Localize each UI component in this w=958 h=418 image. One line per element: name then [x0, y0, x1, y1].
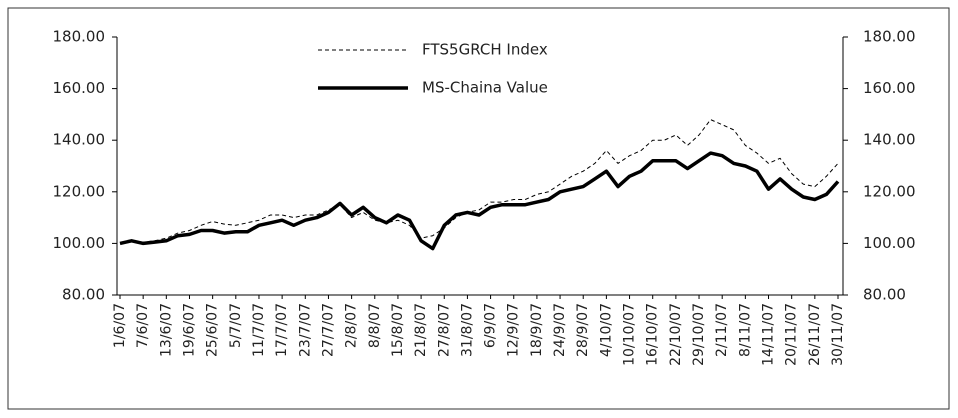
x-tick-label: 5/7/07 [228, 303, 244, 348]
x-tick-label: 10/10/07 [622, 303, 638, 366]
x-tick-label: 24/9/07 [552, 303, 568, 357]
y-tick-label: 80.00 [62, 286, 105, 304]
y2-tick-label: 100.00 [863, 234, 916, 252]
x-tick-label: 17/7/07 [274, 303, 290, 357]
y-tick-label: 140.00 [53, 131, 106, 149]
chart-frame [7, 7, 950, 410]
x-tick-label: 6/9/07 [483, 303, 499, 348]
x-tick-label: 8/11/07 [737, 303, 753, 357]
x-tick-label: 14/11/07 [761, 303, 777, 366]
x-tick-label: 22/10/07 [668, 303, 684, 366]
x-tick-label: 25/6/07 [205, 303, 221, 357]
x-tick-label: 23/7/07 [297, 303, 313, 357]
y2-tick-label: 180.00 [863, 28, 916, 46]
x-tick-label: 7/6/07 [135, 303, 151, 348]
y-tick-label: 180.00 [53, 28, 106, 46]
y2-tick-label: 80.00 [863, 286, 906, 304]
x-tick-label: 16/10/07 [645, 303, 661, 366]
x-tick-label: 18/9/07 [529, 303, 545, 357]
y-tick-label: 100.00 [53, 234, 106, 252]
y-tick-label: 160.00 [53, 79, 106, 97]
x-tick-label: 26/11/07 [807, 303, 823, 366]
series-line [119, 151, 840, 251]
legend-label: MS-Chaina Value [422, 79, 548, 97]
x-tick-label: 8/8/07 [367, 303, 383, 348]
x-tick-label: 4/10/07 [598, 303, 614, 357]
x-tick-label: 2/8/07 [344, 303, 360, 348]
x-tick-label: 11/7/07 [251, 303, 267, 357]
x-tick-label: 30/11/07 [830, 303, 846, 366]
x-tick-label: 12/9/07 [506, 303, 522, 357]
x-tick-label: 31/8/07 [459, 303, 475, 357]
legend-label: FTS5GRCH Index [422, 41, 548, 59]
x-tick-label: 20/11/07 [784, 303, 800, 366]
x-tick-label: 15/8/07 [390, 303, 406, 357]
y-tick-label: 120.00 [53, 182, 106, 200]
x-tick-label: 21/8/07 [413, 303, 429, 357]
x-tick-label: 27/7/07 [320, 303, 336, 357]
x-tick-label: 19/6/07 [181, 303, 197, 357]
x-tick-label: 28/9/07 [575, 303, 591, 357]
y2-tick-label: 160.00 [863, 79, 916, 97]
x-tick-label: 29/10/07 [691, 303, 707, 366]
x-tick-label: 13/6/07 [158, 303, 174, 357]
y2-tick-label: 120.00 [863, 182, 916, 200]
x-tick-label: 27/8/07 [436, 303, 452, 357]
series-line [119, 119, 839, 244]
x-tick-label: 1/6/07 [112, 303, 128, 348]
y2-tick-label: 140.00 [863, 131, 916, 149]
x-tick-label: 2/11/07 [714, 303, 730, 357]
